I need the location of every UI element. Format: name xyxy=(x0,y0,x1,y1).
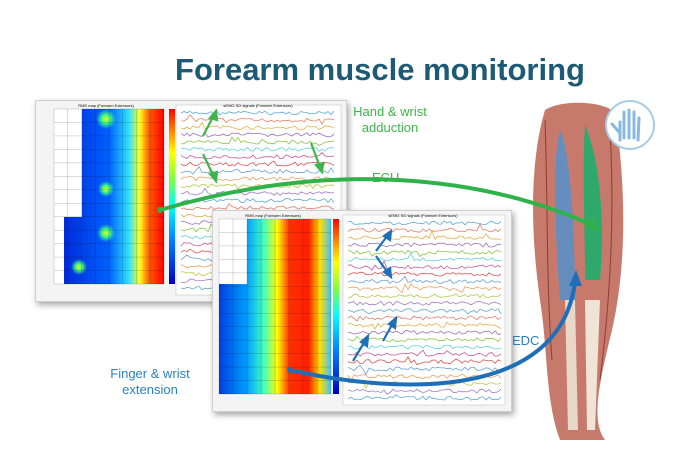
signals-title: sEMG SD signals (Forearm Extensors) xyxy=(388,213,458,218)
signals-title: sEMG SD signals (Forearm Extensors) xyxy=(223,103,293,108)
signal-trace xyxy=(347,271,502,277)
page-title: Forearm muscle monitoring xyxy=(175,52,585,87)
label-edc: EDC xyxy=(512,333,540,348)
label-adduction: Hand & wrist adduction xyxy=(353,104,427,135)
map-title: RMS map (Forearm Extensors) xyxy=(245,213,301,218)
forearm-muscle-illustration xyxy=(533,102,624,440)
signal-trace xyxy=(180,146,334,152)
label-extension: Finger & wrist extension xyxy=(110,366,190,397)
signal-trace xyxy=(347,388,502,395)
emg-window-extension-content: RMS map (Forearm Extensors) sEMG SD sign… xyxy=(218,213,506,406)
signal-trace xyxy=(347,229,502,240)
colorbar xyxy=(333,219,339,394)
signal-trace xyxy=(347,275,502,284)
signal-trace xyxy=(347,249,502,257)
label-ecu: ECU xyxy=(372,170,400,185)
signal-trace xyxy=(347,242,502,248)
emg-window-extension: RMS map (Forearm Extensors) sEMG SD sign… xyxy=(212,210,512,412)
signal-trace xyxy=(180,151,335,160)
signal-trace xyxy=(180,136,335,146)
signal-trace xyxy=(347,394,502,401)
signal-trace xyxy=(180,165,335,175)
signal-trace xyxy=(180,132,335,138)
green-arrows xyxy=(202,108,325,184)
map-title: RMS map (Forearm Extensors) xyxy=(78,103,134,108)
signal-trace xyxy=(347,252,502,262)
signal-trace xyxy=(347,259,502,271)
signal-trace xyxy=(180,114,335,125)
colorbar xyxy=(169,109,175,284)
hand-icon xyxy=(605,100,655,150)
signal-trace xyxy=(180,110,335,116)
signal-trace xyxy=(347,223,502,233)
